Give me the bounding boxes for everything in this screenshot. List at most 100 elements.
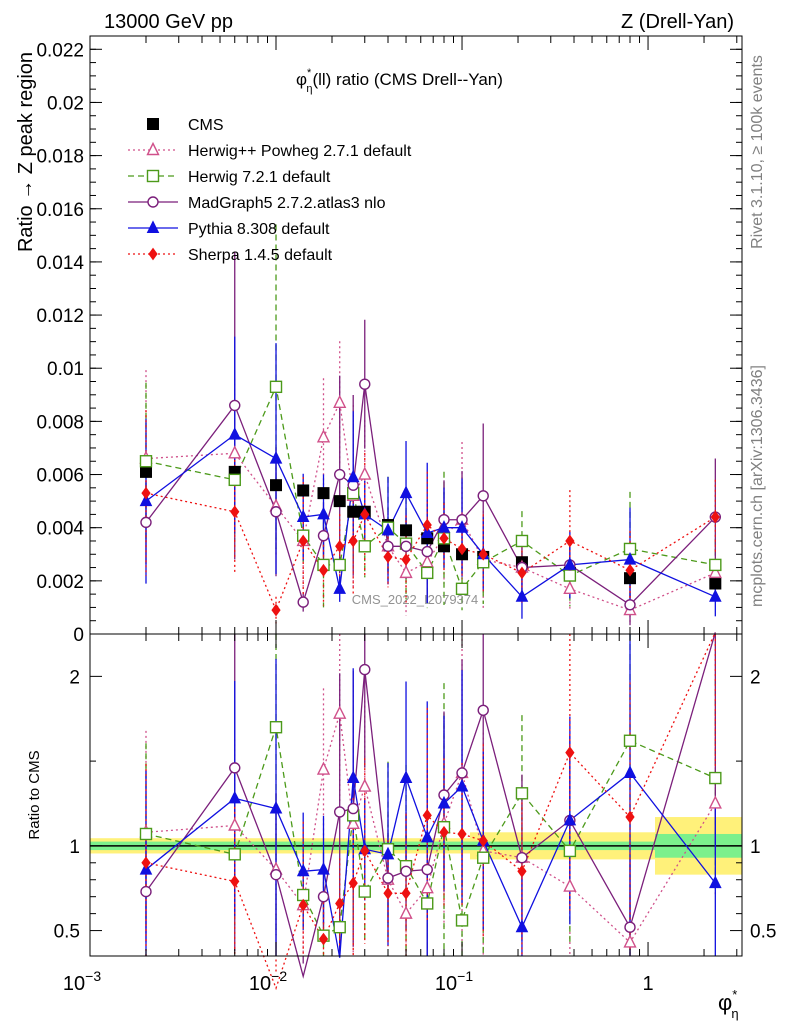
herwig-powheg-2-7-1-default-point (228, 445, 242, 459)
sherpa-1-4-5-default-point (360, 508, 370, 521)
sherpa-1-4-5-default-ratio-point (478, 834, 488, 848)
x-tick-label: 10−1 (435, 968, 473, 995)
herwig-powheg-2-7-1-default-point (708, 564, 722, 579)
madgraph5-2-7-2-atlas3-nlo-point (421, 545, 433, 558)
header-left-label: 13000 GeV pp (104, 11, 233, 33)
madgraph5-2-7-2-atlas3-nlo-ratio-point (359, 663, 371, 676)
main-y-tick-label: 0.012 (36, 306, 84, 327)
cms-point (317, 487, 330, 500)
legend-label-sherpa-1-4-5-default: Sherpa 1.4.5 default (188, 247, 333, 264)
pythia-8-308-default-point (317, 506, 330, 520)
pythia-8-308-default-ratio-point (437, 795, 451, 809)
madgraph5-2-7-2-atlas3-nlo-point (477, 490, 489, 502)
herwig-powheg-2-7-1-default-ratio-point (316, 761, 331, 775)
ratio-y-tick-label: 0.5 (54, 922, 80, 943)
pythia-8-308-default-series-line (145, 433, 716, 598)
ratio-plot-panel: 0.5 0.5 1 1 2 2 10−3 10−2 10−1 1 (54, 632, 776, 995)
herwig-7-2-1-default-ratio-point (139, 827, 153, 841)
pythia-8-308-default-point (563, 557, 577, 570)
pythia-8-308-default-point (346, 469, 360, 483)
pythia-8-308-default-ratio-point (228, 790, 242, 804)
madgraph5-2-7-2-atlas3-nlo-point (270, 506, 282, 518)
main-y-tick-label: 0 (73, 625, 84, 646)
pythia-8-308-default-point (269, 450, 283, 464)
madgraph5-2-7-2-atlas3-nlo-point (400, 540, 412, 552)
cms-point (139, 465, 152, 478)
ratio-y-tick-label: 1 (69, 837, 80, 858)
herwig-7-2-1-default-point (269, 380, 283, 394)
ratio-y-tick-label: 2 (69, 667, 80, 688)
header-right-label: Z (Drell-Yan) (621, 11, 734, 33)
pythia-8-308-default-point (709, 589, 722, 602)
herwig-powheg-2-7-1-default-point (358, 466, 372, 480)
madgraph5-2-7-2-atlas3-nlo-ratio-point (229, 762, 241, 774)
sherpa-1-4-5-default-ratio-point (230, 875, 240, 888)
sherpa-1-4-5-default-point (625, 563, 635, 577)
ratio-plot-frame (89, 633, 743, 957)
herwig-7-2-1-default-ratio-point (477, 851, 490, 864)
ratio-y-axis-label: Ratio to CMS (26, 750, 43, 839)
main-plot-panel: 0 0.002 0.004 0.006 0.008 0.01 0.012 0.014 0.016… (36, 35, 743, 646)
pythia-8-308-default-ratio-point (346, 770, 360, 784)
sherpa-1-4-5-default-ratio-point (517, 864, 527, 878)
herwig-powheg-2-7-1-default-ratio-point (420, 880, 434, 894)
legend-label-cms: CMS (188, 117, 224, 134)
herwig-7-2-1-default-point (139, 455, 153, 468)
herwig-7-2-1-default-ratio-point (623, 734, 637, 747)
pythia-8-308-default-point (139, 493, 153, 507)
madgraph5-2-7-2-atlas3-nlo-ratio-point (516, 852, 528, 864)
pythia-8-308-default-ratio-line (145, 772, 716, 958)
herwig-powheg-2-7-1-default-ratio-point (228, 817, 242, 831)
madgraph5-2-7-2-atlas3-nlo-ratio-point (421, 863, 433, 876)
herwig-7-2-1-default-ratio-point (269, 721, 283, 734)
herwig-7-2-1-default-ratio-point (709, 771, 722, 785)
sherpa-1-4-5-default-ratio-line (145, 632, 716, 991)
main-y-tick-label: 0.016 (36, 200, 84, 221)
main-y-tick-label: 0.008 (36, 412, 84, 433)
madgraph5-2-7-2-atlas3-nlo-ratio-point (334, 806, 346, 818)
ratio-y-tick-label-right: 0.5 (750, 922, 776, 943)
herwig-7-2-1-default-point (421, 566, 434, 580)
rivet-label: Rivet 3.1.10, ≥ 100k events (749, 55, 766, 249)
madgraph5-2-7-2-atlas3-nlo-ratio-point (382, 872, 394, 884)
cms-point (400, 524, 413, 537)
madgraph5-2-7-2-atlas3-nlo-ratio-point (347, 802, 359, 815)
sherpa-1-4-5-default-ratio-point (318, 932, 329, 946)
herwig-powheg-2-7-1-default-ratio-point (346, 815, 360, 830)
sherpa-1-4-5-default-ratio-point (625, 810, 635, 824)
legend: CMS Herwig++ Powheg 2.7.1 default Herwig 7… (128, 117, 412, 264)
legend-marker-pythia-8-308-default (146, 220, 160, 233)
madgraph5-2-7-2-atlas3-nlo-ratio-point (477, 704, 489, 716)
herwig-7-2-1-default-ratio-point (358, 885, 371, 898)
sherpa-1-4-5-default-ratio-point (348, 876, 358, 890)
pythia-8-308-default-ratio-point (515, 919, 529, 933)
madgraph5-2-7-2-atlas3-nlo-point (229, 399, 241, 412)
herwig-7-2-1-default-point (709, 558, 722, 572)
pythia-8-308-default-ratio-point (709, 875, 722, 889)
pythia-8-308-default-ratio-point (420, 829, 434, 843)
sherpa-1-4-5-default-ratio-point (401, 886, 411, 900)
pythia-8-308-default-ratio-point (399, 770, 413, 784)
cms-point (297, 484, 310, 497)
sherpa-1-4-5-default-point (478, 547, 488, 561)
sherpa-1-4-5-default-point (298, 534, 308, 548)
sherpa-1-4-5-default-ratio-point (360, 844, 370, 858)
analysis-watermark: CMS_2022_I2079374 (352, 592, 479, 607)
sherpa-1-4-5-default-point (230, 505, 240, 519)
sherpa-1-4-5-default-ratio-point (141, 856, 151, 870)
herwig-7-2-1-default-ratio-point (563, 844, 577, 858)
sherpa-1-4-5-default-point (517, 566, 527, 580)
ratio-y-tick-label-right: 2 (750, 667, 761, 688)
pythia-8-308-default-point (228, 427, 242, 440)
herwig-powheg-2-7-1-default-ratio-point (333, 705, 347, 719)
main-y-tick-label: 0.006 (36, 466, 84, 487)
legend-label-madgraph5-2-7-2-atlas3-nlo: MadGraph5 2.7.2.atlas3 nlo (188, 195, 386, 212)
x-tick-label: 10−2 (249, 968, 287, 995)
madgraph5-2-7-2-atlas3-nlo-point (382, 540, 394, 552)
pythia-8-308-default-ratio-point (563, 812, 577, 826)
sherpa-1-4-5-default-point (422, 518, 432, 532)
herwig-7-2-1-default-ratio-point (421, 897, 434, 910)
sherpa-1-4-5-default-point (401, 553, 411, 566)
legend-marker-herwig-powheg-2-7-1-default (146, 141, 160, 156)
legend-label-pythia-8-308-default: Pythia 8.308 default (188, 221, 330, 238)
